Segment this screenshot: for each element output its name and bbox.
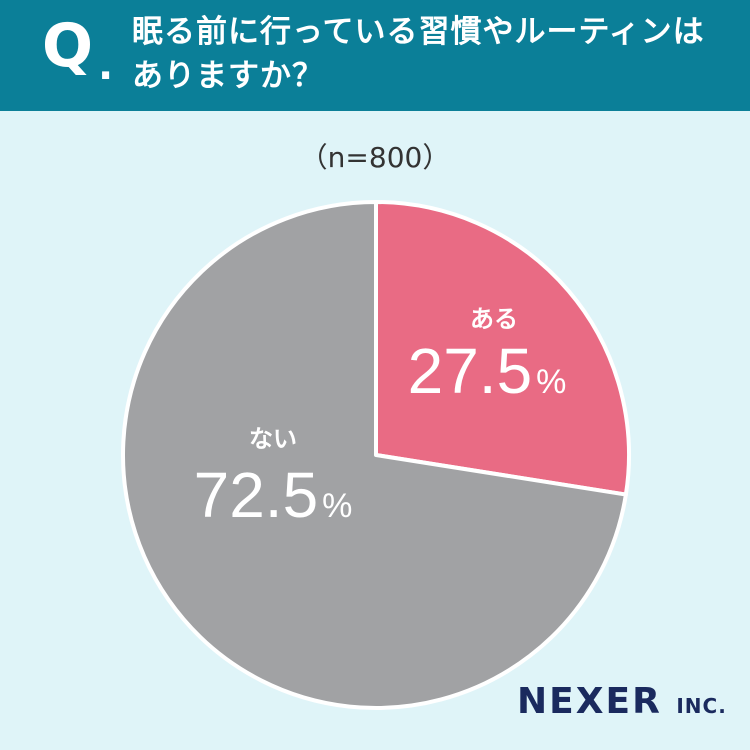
logo-name: NEXER bbox=[517, 681, 662, 722]
slice-value-yes: 27.5% bbox=[408, 335, 567, 407]
q-dot: . bbox=[98, 43, 114, 89]
question-line-2: ありますか？ bbox=[132, 58, 324, 94]
logo-suffix: INC. bbox=[676, 694, 727, 718]
slice-label-yes: ある bbox=[470, 305, 518, 333]
q-mark: Q bbox=[42, 11, 94, 81]
pie-slice-yes bbox=[374, 200, 631, 497]
slice-label-no: ない bbox=[249, 425, 297, 453]
pie-slice-no bbox=[121, 200, 628, 710]
question-header: Q . 眠る前に行っている習慣やルーティンは ありますか？ bbox=[0, 0, 750, 111]
question-line-1: 眠る前に行っている習慣やルーティンは bbox=[132, 14, 705, 50]
slice-value-no: 72.5% bbox=[194, 459, 353, 531]
question-text: 眠る前に行っている習慣やルーティンは ありますか？ bbox=[132, 10, 732, 98]
nexer-logo: NEXER INC. bbox=[517, 684, 727, 720]
sample-size: （n=800） bbox=[299, 141, 451, 174]
